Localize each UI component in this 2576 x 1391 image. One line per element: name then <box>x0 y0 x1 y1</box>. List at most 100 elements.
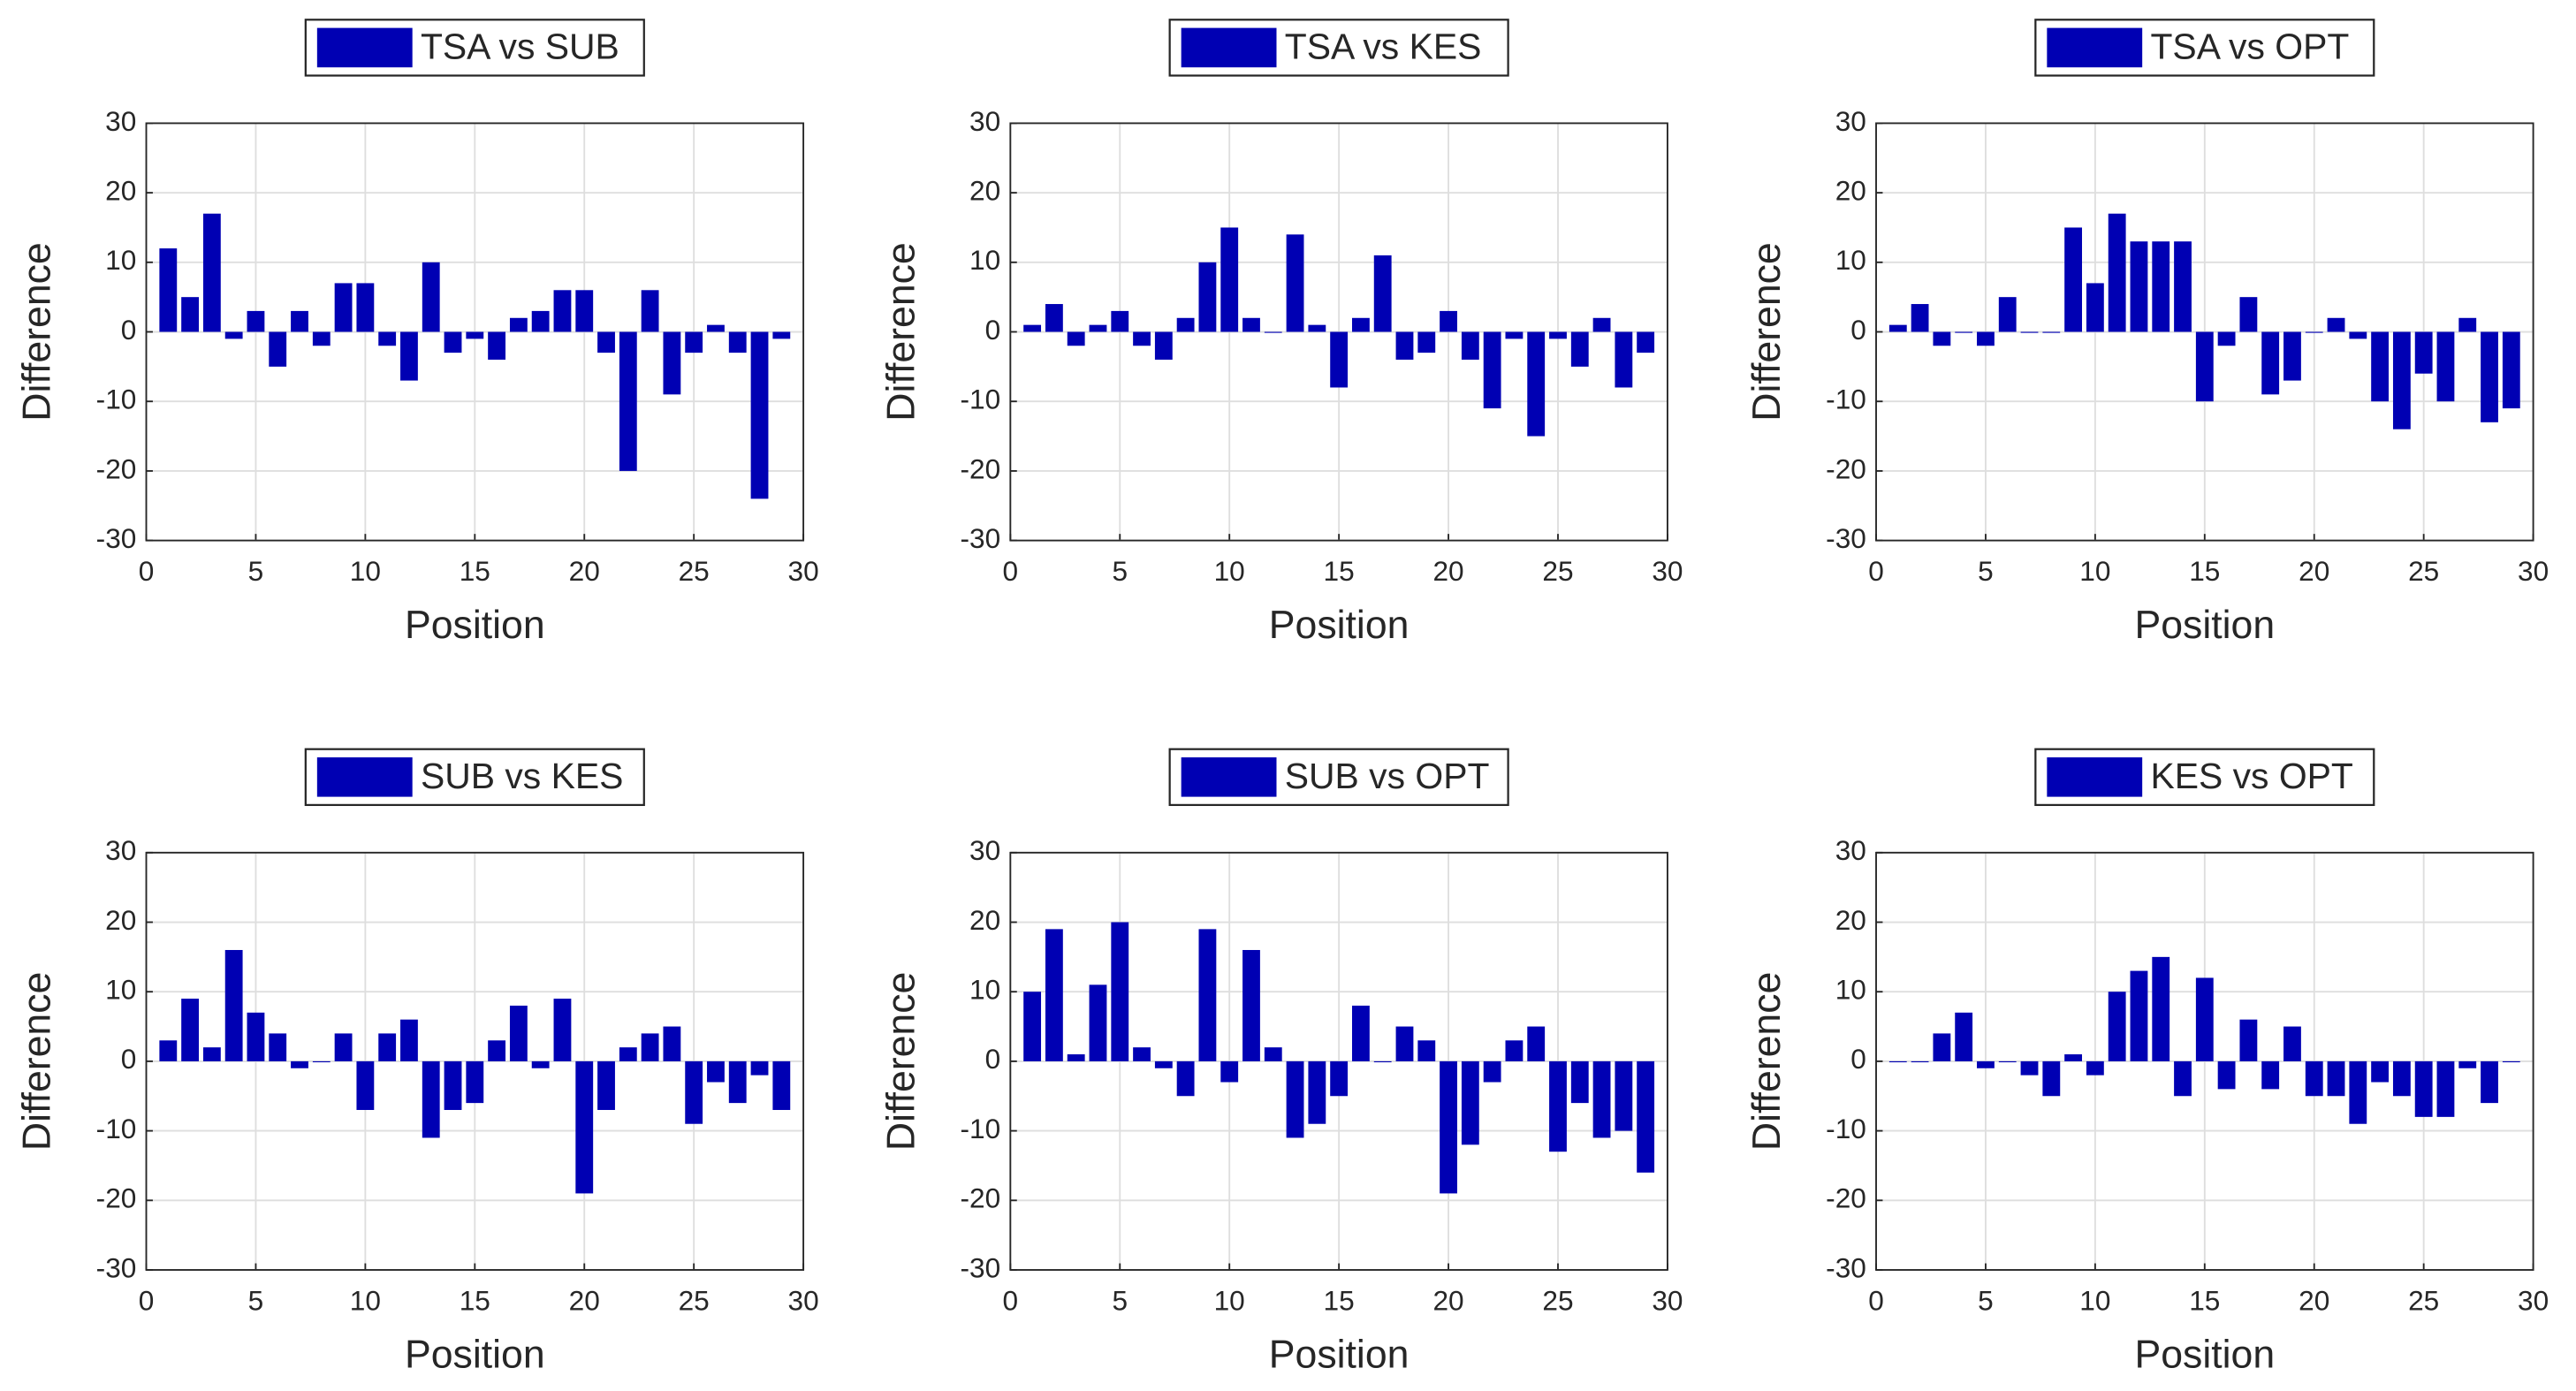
bar <box>553 999 572 1061</box>
bar <box>1176 317 1195 332</box>
x-tick-label: 5 <box>1978 555 1994 587</box>
x-tick-label: 0 <box>1868 555 1884 587</box>
y-tick-label: 30 <box>1835 834 1866 866</box>
bar <box>159 1040 178 1061</box>
bar <box>1308 1060 1326 1124</box>
bar <box>422 262 440 332</box>
bar <box>2020 331 2039 333</box>
bar <box>1045 929 1063 1061</box>
bar <box>2392 1060 2411 1097</box>
x-tick-label: 5 <box>1112 1285 1128 1317</box>
y-tick-label: -30 <box>1826 522 1866 554</box>
x-axis-label: Position <box>405 604 545 647</box>
x-axis-label: Position <box>405 1333 545 1376</box>
bar <box>1527 1026 1546 1061</box>
bar <box>1286 1060 1304 1138</box>
bar <box>1023 992 1042 1061</box>
bar <box>312 1060 331 1063</box>
x-tick-label: 10 <box>1214 555 1245 587</box>
y-tick-label: 0 <box>985 314 1001 346</box>
bar <box>707 324 725 332</box>
bar <box>2064 1054 2083 1061</box>
x-tick-label: 20 <box>2299 1285 2329 1317</box>
x-tick-label: 30 <box>2518 1285 2549 1317</box>
bar <box>1111 922 1129 1061</box>
bar <box>2108 992 2126 1061</box>
bar <box>2414 1060 2433 1117</box>
bar <box>575 1060 594 1194</box>
x-tick-label: 30 <box>2518 555 2549 587</box>
x-tick-label: 25 <box>1542 555 1573 587</box>
bar <box>202 1047 221 1061</box>
y-tick-label: 20 <box>969 174 1000 206</box>
x-axis-label: Position <box>1269 604 1410 647</box>
y-tick-label: -10 <box>1826 384 1866 415</box>
bar <box>772 1060 791 1110</box>
bar <box>509 1005 528 1061</box>
y-axis-label: Difference <box>1745 972 1789 1152</box>
bar <box>728 1060 747 1104</box>
y-tick-label: 20 <box>1835 904 1866 936</box>
bar <box>641 1033 659 1061</box>
bar <box>1527 331 1546 437</box>
bar <box>1395 331 1414 360</box>
legend-label: TSA vs SUB <box>421 27 619 67</box>
bar <box>400 331 418 381</box>
x-tick-label: 5 <box>248 555 264 587</box>
bar <box>1888 324 1907 332</box>
bar <box>1440 1060 1457 1194</box>
x-tick-label: 0 <box>139 1285 155 1317</box>
bar <box>2436 1060 2455 1117</box>
y-tick-label: -10 <box>96 1113 137 1144</box>
bar <box>2261 1060 2280 1090</box>
bar <box>597 331 615 353</box>
bar <box>553 290 572 332</box>
bar <box>1045 304 1063 332</box>
bar <box>685 1060 703 1124</box>
y-tick-label: -20 <box>96 1182 137 1214</box>
bar <box>1888 1060 1907 1063</box>
bar <box>2239 1019 2258 1061</box>
bar <box>2283 331 2301 381</box>
bar <box>1330 1060 1349 1097</box>
bar <box>2108 213 2126 332</box>
y-tick-label: -30 <box>1826 1251 1866 1283</box>
legend-swatch <box>2047 27 2143 68</box>
y-tick-label: 10 <box>1835 974 1866 1006</box>
y-tick-label: -20 <box>1826 452 1866 484</box>
x-axis-label: Position <box>2134 1333 2275 1376</box>
bar <box>2283 1026 2301 1061</box>
bar <box>247 310 265 332</box>
bar <box>1352 317 1370 332</box>
bar <box>1417 331 1436 353</box>
bar <box>2152 241 2170 332</box>
axes-box <box>1875 122 2534 542</box>
subplot: 0 5 10 15 20 25 30 -30 -20 -10 0 10 20 30 Position Diff… <box>879 748 1683 1376</box>
bar <box>2305 331 2323 333</box>
y-tick-label: -30 <box>961 1251 1001 1283</box>
bar <box>181 297 199 332</box>
subplot: 0 5 10 15 20 25 30 -30 -20 -10 0 10 20 30 Position Diff… <box>1745 748 2549 1376</box>
bar <box>1955 1012 1973 1061</box>
legend-label: SUB vs OPT <box>1285 756 1490 796</box>
bar <box>1461 1060 1479 1145</box>
bar <box>444 1060 462 1110</box>
x-tick-label: 25 <box>679 555 710 587</box>
bar <box>1023 324 1042 332</box>
bar <box>2174 241 2192 332</box>
bar <box>1198 929 1217 1061</box>
axes-box <box>1009 851 1668 1271</box>
bar <box>1242 949 1260 1061</box>
y-tick-label: 30 <box>105 105 136 137</box>
bar <box>2481 331 2498 422</box>
subplot: 0 5 10 15 20 25 30 -30 -20 -10 0 10 20 30 Position Diff… <box>15 19 819 647</box>
y-tick-label: -20 <box>961 1182 1001 1214</box>
x-tick-label: 15 <box>2189 1285 2220 1317</box>
bar <box>2239 297 2258 332</box>
bar <box>1592 317 1611 332</box>
bar <box>2086 283 2104 332</box>
bar <box>2217 1060 2236 1090</box>
legend: TSA vs KES <box>1168 19 1509 77</box>
bar <box>1111 310 1129 332</box>
bar <box>619 331 637 471</box>
